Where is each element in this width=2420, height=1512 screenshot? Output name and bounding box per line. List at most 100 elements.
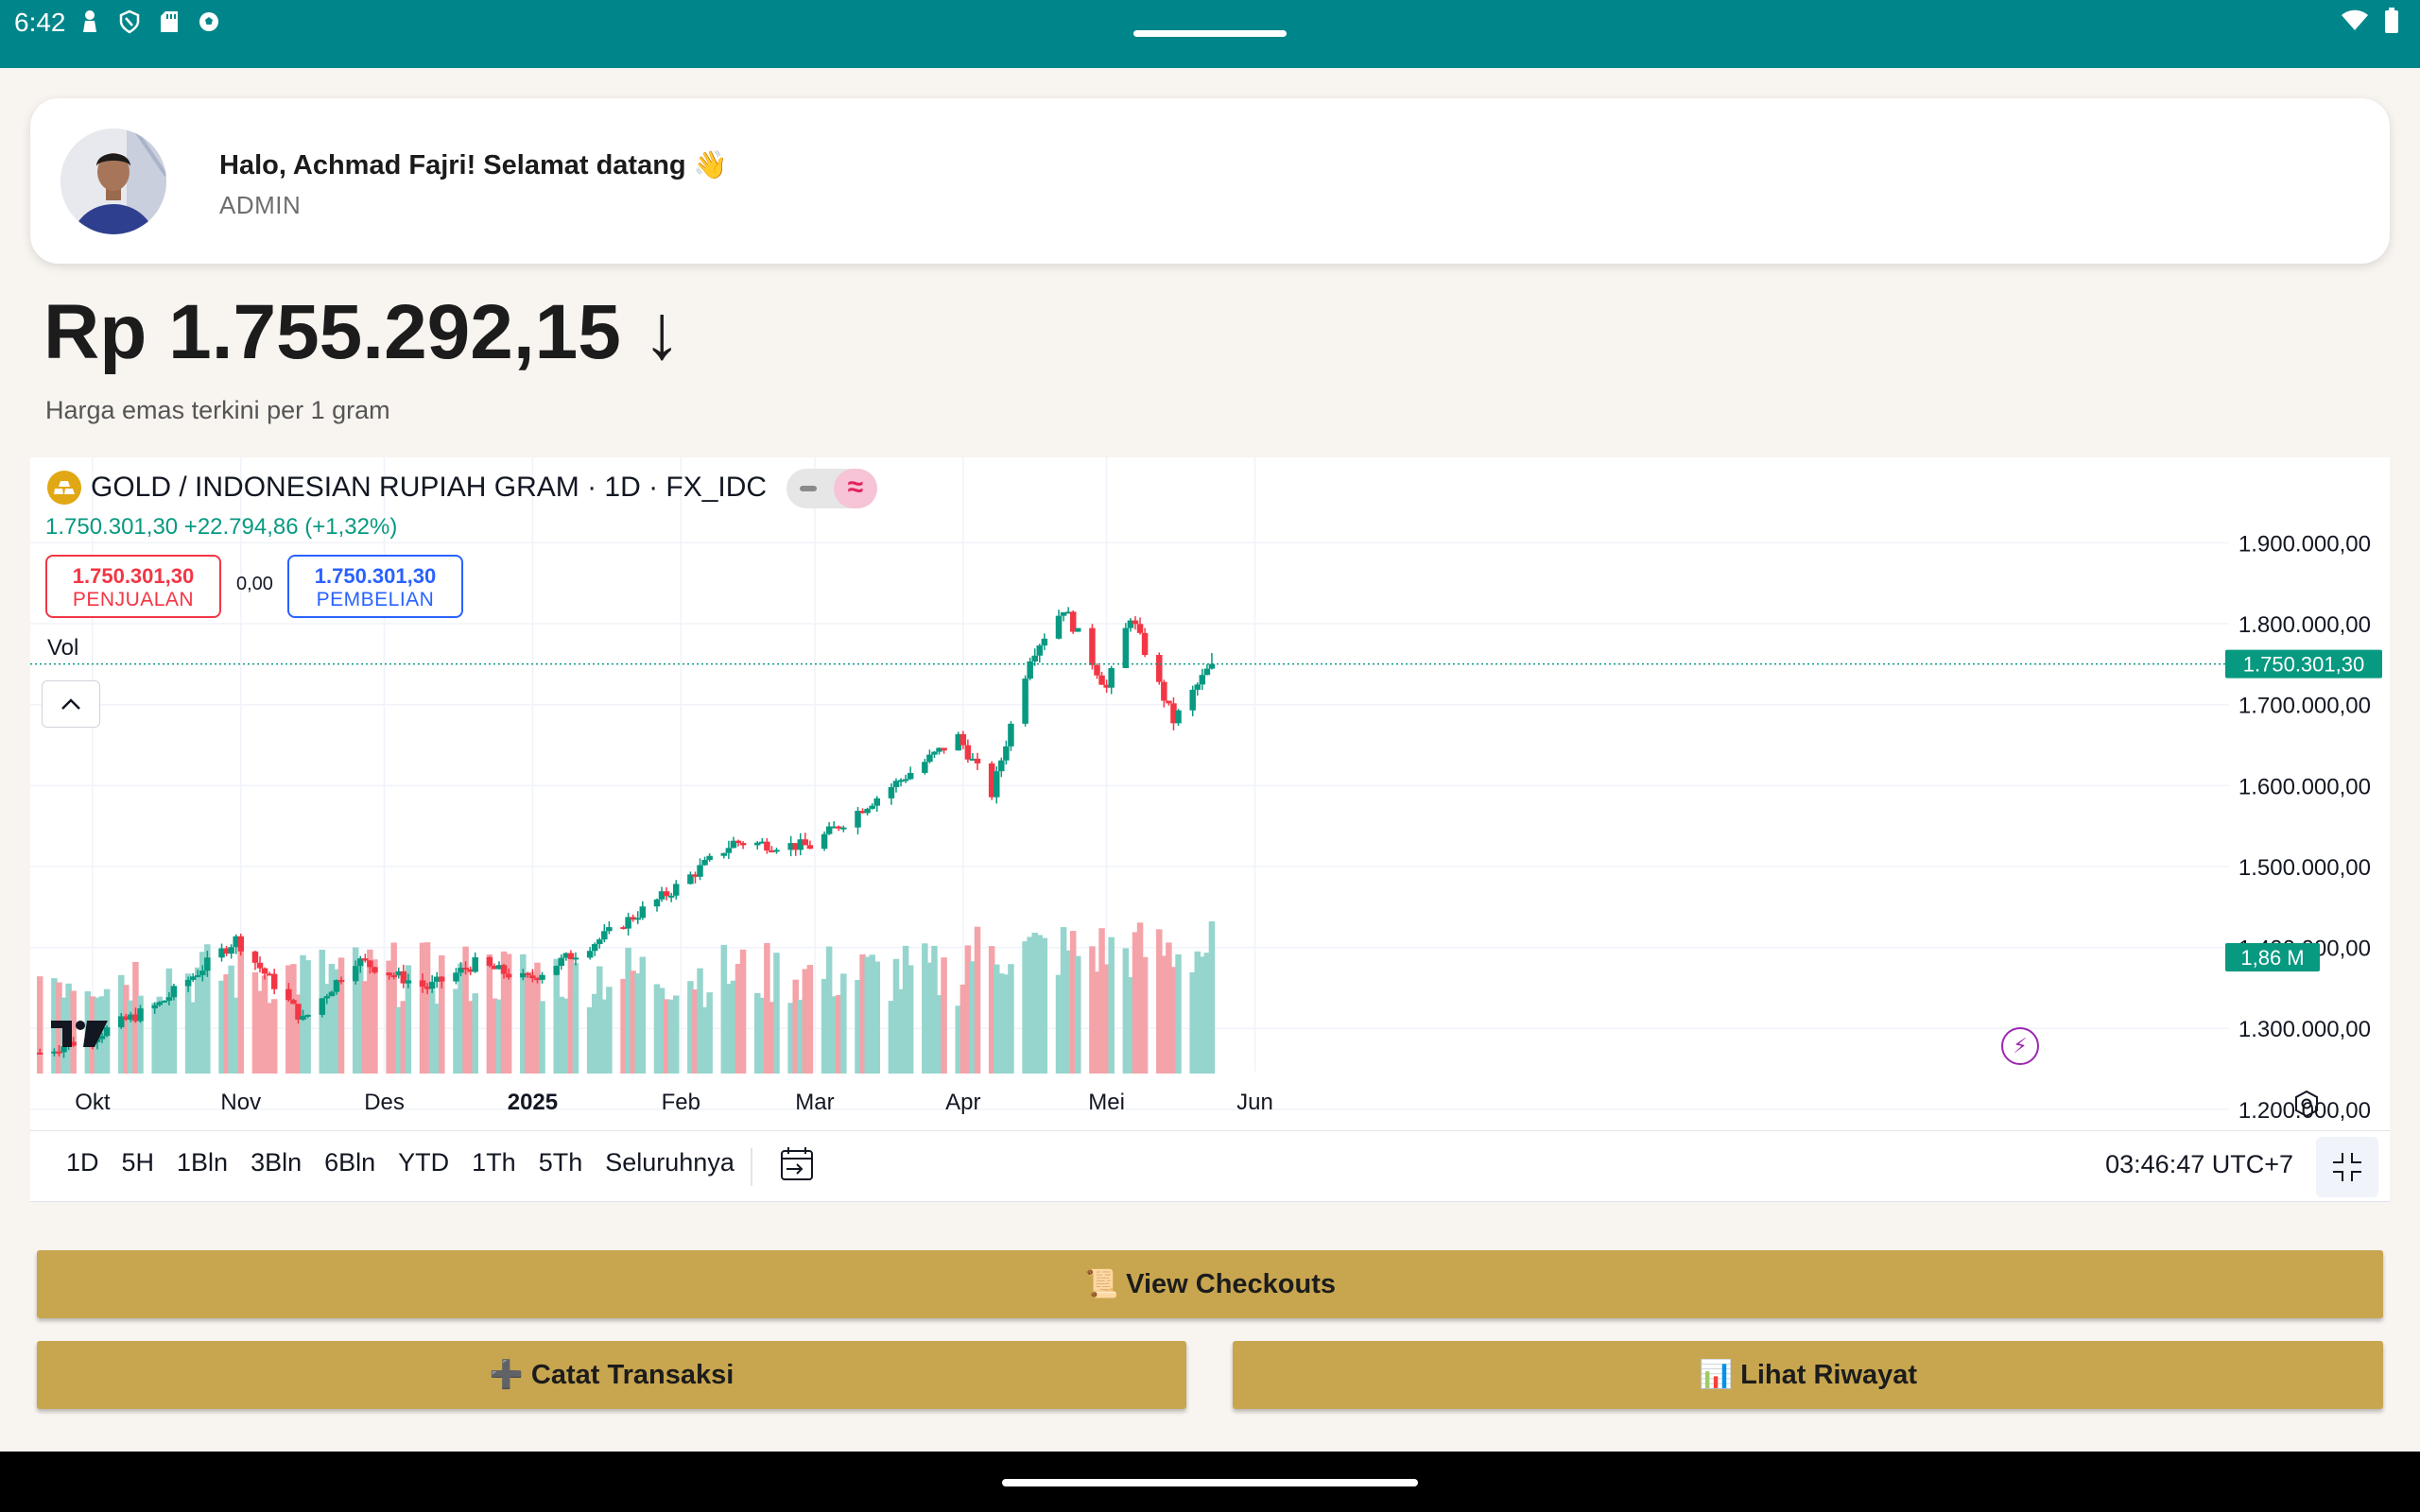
volume-bar: [955, 1005, 962, 1074]
volume-bar: [572, 963, 579, 1074]
range-button-1d[interactable]: 1D: [66, 1148, 99, 1177]
candle-body: [567, 953, 575, 959]
chart-symbol-title[interactable]: GOLD / INDONESIAN RUPIAH GRAM · 1D · FX_…: [47, 471, 767, 505]
candlestick-chart[interactable]: 1.900.000,00 1.800.000,00 1.700.000,00 1.60…: [30, 457, 2390, 1130]
candle-body: [735, 840, 742, 844]
volume-bar: [1199, 956, 1206, 1074]
chart-symbol-label: GOLD / INDONESIAN RUPIAH GRAM · 1D · FX_…: [91, 472, 768, 503]
candle-body: [118, 1016, 125, 1028]
candle-body: [902, 779, 909, 782]
candle-body: [764, 841, 770, 850]
spread-value: 0,00: [236, 574, 273, 594]
volume-bar: [1203, 953, 1211, 1074]
candle-body: [505, 973, 512, 978]
candle-body: [165, 997, 173, 1001]
volume-bar: [295, 994, 302, 1074]
status-icons-right: [2341, 8, 2399, 39]
shield-icon: [117, 9, 142, 34]
candle-body: [1170, 703, 1177, 724]
market-status-toggle[interactable]: ≈: [786, 469, 877, 508]
volume-bar: [199, 952, 206, 1074]
home-gesture-handle[interactable]: [1002, 1479, 1418, 1486]
record-transaction-button[interactable]: ➕ Catat Transaksi: [37, 1341, 1186, 1409]
candle-body: [730, 840, 737, 849]
volume-bar: [505, 954, 512, 1074]
lightning-icon[interactable]: ⚡: [2001, 1027, 2039, 1065]
candle-body: [1036, 645, 1044, 656]
volume-bar: [1022, 941, 1028, 1074]
volume-bar: [1064, 950, 1072, 1074]
candle-body: [128, 1014, 134, 1021]
candle-body: [658, 891, 666, 900]
candle-body: [337, 980, 345, 983]
view-history-label: 📊 Lihat Riwayat: [1698, 1360, 1918, 1390]
volume-bar: [194, 967, 201, 1074]
volume-bar: [959, 984, 967, 1074]
volume-bar: [333, 969, 340, 1074]
chart-clock[interactable]: 03:46:47 UTC+7: [2105, 1150, 2293, 1178]
candle-body: [687, 874, 694, 885]
volume-bar: [70, 990, 77, 1074]
candle-body: [1031, 655, 1038, 662]
buy-button[interactable]: 1.750.301,30 PEMBELIAN: [287, 555, 463, 618]
view-history-button[interactable]: 📊 Lihat Riwayat: [1233, 1341, 2383, 1409]
volume-bar: [855, 980, 861, 1074]
volume-bar: [873, 961, 880, 1074]
candle-body: [123, 1016, 130, 1021]
volume-bar: [137, 995, 144, 1074]
volume-bar: [840, 973, 847, 1074]
volume-bar: [1122, 948, 1130, 1074]
greeting-text: Halo, Achmad Fajri! Selamat datang 👋: [219, 150, 728, 180]
tradingview-logo[interactable]: [49, 1017, 110, 1056]
settings-icon[interactable]: [2291, 1089, 2322, 1124]
avatar[interactable]: [60, 129, 166, 234]
range-button-seluruhnya[interactable]: Seluruhnya: [605, 1148, 735, 1177]
range-button-ytd[interactable]: YTD: [398, 1148, 450, 1177]
candle-body: [1075, 627, 1081, 632]
candle-body: [974, 758, 981, 764]
y-tick-label: 1.300.000,00: [2238, 1017, 2371, 1042]
candle-body: [251, 951, 259, 963]
price-chart-widget[interactable]: 1.900.000,00 1.800.000,00 1.700.000,00 1.60…: [30, 457, 2390, 1202]
approx-icon: ≈: [834, 469, 877, 508]
view-checkouts-label: 📜 View Checkouts: [1083, 1269, 1337, 1299]
candle-body: [1089, 627, 1096, 665]
profile-card: Halo, Achmad Fajri! Selamat datang 👋 ADM…: [30, 98, 2390, 264]
candle-body: [390, 975, 397, 978]
candle-body: [51, 1051, 58, 1054]
candle-body: [706, 855, 713, 860]
range-button-1th[interactable]: 1Th: [472, 1148, 516, 1177]
fullscreen-exit-button[interactable]: [2316, 1137, 2378, 1197]
volume-bar: [256, 990, 264, 1074]
volume-bar: [390, 942, 397, 1074]
volume-bar: [591, 993, 598, 1074]
candle-body: [395, 971, 402, 976]
last-price-badge: [2225, 649, 2382, 679]
candle-body: [428, 981, 436, 989]
range-button-5h[interactable]: 5H: [121, 1148, 155, 1177]
view-checkouts-button[interactable]: 📜 View Checkouts: [37, 1250, 2383, 1318]
volume-bar: [1127, 977, 1134, 1074]
volume-value-label: 1,86 M: [2240, 946, 2304, 970]
candle-body: [285, 988, 292, 1001]
status-drag-handle[interactable]: [1133, 30, 1287, 37]
volume-bar: [270, 999, 278, 1074]
go-to-date-icon[interactable]: [777, 1144, 817, 1189]
volume-bar: [491, 998, 498, 1074]
volume-bar: [1003, 974, 1010, 1074]
sell-button[interactable]: 1.750.301,30 PENJUALAN: [45, 555, 221, 618]
range-button-6bln[interactable]: 6Bln: [324, 1148, 376, 1177]
x-tick-label: Mar: [795, 1090, 834, 1115]
range-button-1bln[interactable]: 1Bln: [177, 1148, 229, 1177]
volume-bar: [500, 951, 508, 1074]
candle-body: [1203, 668, 1211, 676]
candle-body: [328, 991, 336, 997]
candle-body: [1136, 624, 1144, 633]
volume-bar: [36, 976, 43, 1074]
range-button-5th[interactable]: 5Th: [538, 1148, 583, 1177]
collapse-legend-button[interactable]: [42, 680, 100, 728]
volume-bar: [367, 949, 373, 1074]
volume-bar: [988, 946, 995, 1074]
range-button-3bln[interactable]: 3Bln: [251, 1148, 302, 1177]
volume-bar: [323, 984, 331, 1074]
